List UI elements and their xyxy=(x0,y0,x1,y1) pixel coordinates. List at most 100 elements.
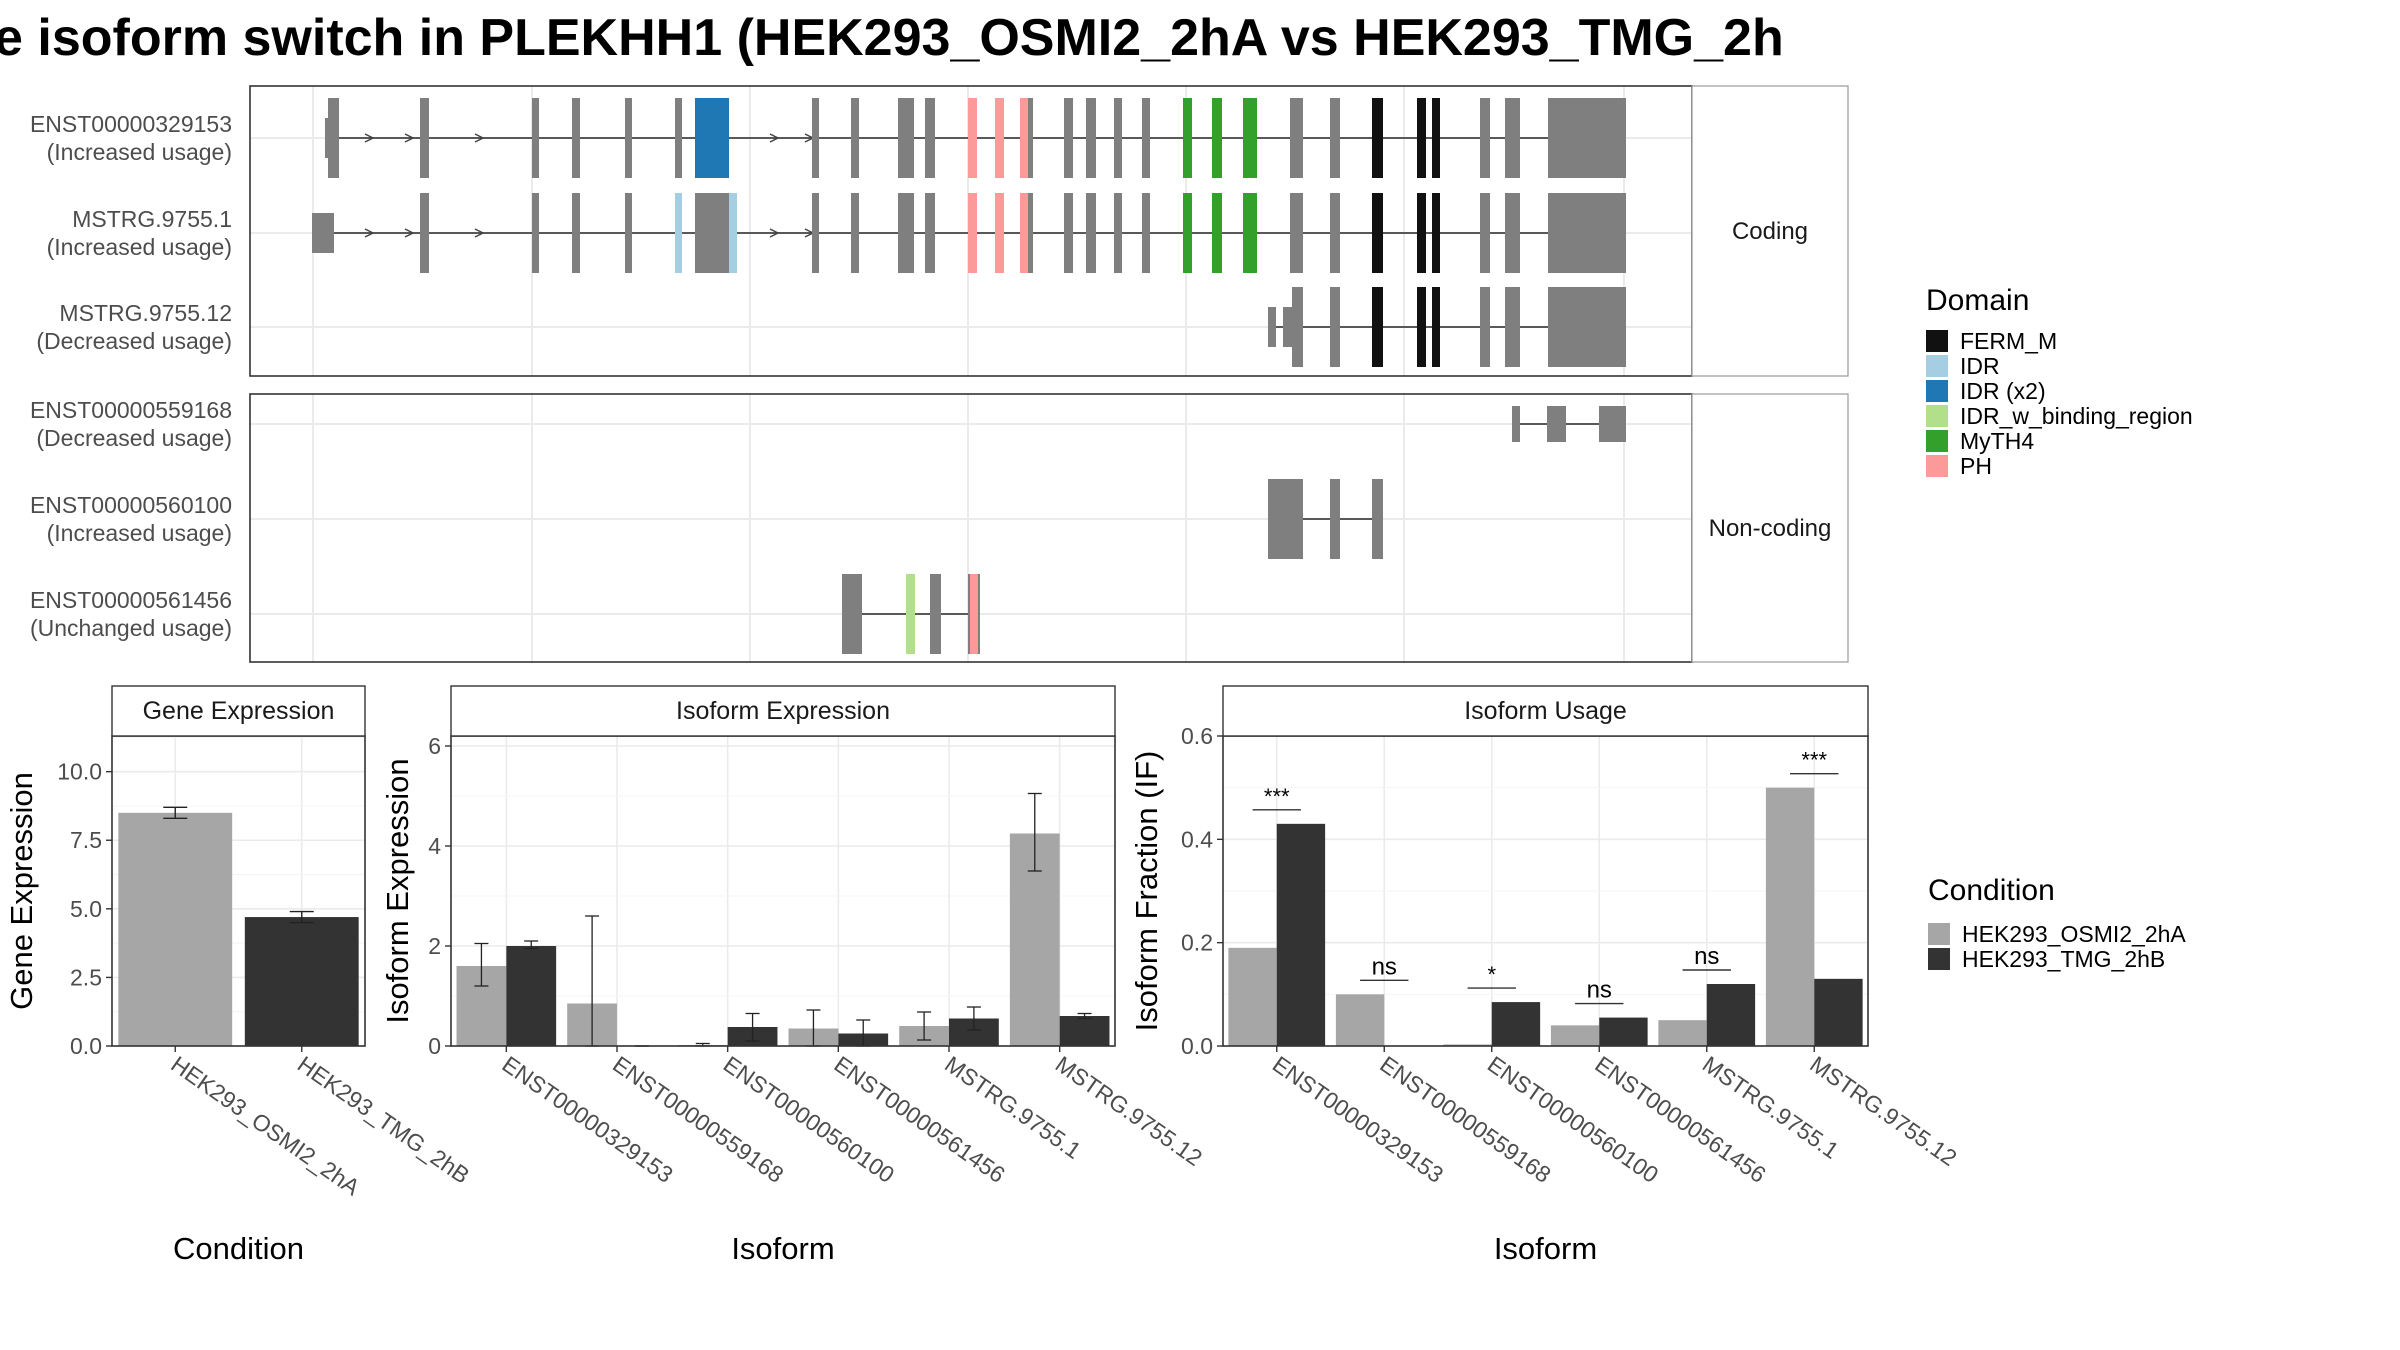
protein-domain xyxy=(675,193,682,273)
coding-exon xyxy=(930,574,941,654)
bar xyxy=(244,917,359,1046)
coding-exon xyxy=(532,98,539,178)
chart-title: Isoform Usage xyxy=(1464,697,1627,725)
protein-domain xyxy=(1432,98,1440,178)
bar xyxy=(1765,787,1815,1046)
y-tick-label: 7.5 xyxy=(70,827,102,853)
coding-exon xyxy=(842,574,862,654)
protein-domain xyxy=(995,98,1004,178)
domain-legend-key xyxy=(1926,355,1948,377)
facet-strip-label: Coding xyxy=(1732,218,1808,245)
y-tick-label: 6 xyxy=(428,733,441,759)
isoform-usage-label: (Decreased usage) xyxy=(36,425,232,451)
utr-exon xyxy=(312,213,334,253)
domain-legend-label: IDR_w_binding_region xyxy=(1960,403,2193,429)
coding-exon xyxy=(898,98,914,178)
coding-exon xyxy=(625,98,632,178)
protein-domain xyxy=(1372,287,1383,367)
coding-exon xyxy=(1142,193,1150,273)
coding-exon xyxy=(1505,98,1520,178)
transcript xyxy=(312,193,1626,273)
protein-domain xyxy=(1020,193,1028,273)
bar xyxy=(1706,984,1756,1046)
coding-exon xyxy=(898,193,914,273)
protein-domain xyxy=(1432,193,1440,273)
isoform-label: ENST00000561456 xyxy=(30,587,232,613)
protein-domain xyxy=(968,193,977,273)
strand-arrow xyxy=(364,133,375,143)
protein-domain xyxy=(1212,193,1222,273)
bar xyxy=(1276,823,1326,1046)
y-tick-label: 0.4 xyxy=(1181,826,1213,852)
strand-arrow xyxy=(769,133,780,143)
isoform-label: ENST00000559168 xyxy=(30,397,232,423)
coding-exon xyxy=(1480,98,1490,178)
y-tick-label: 0.0 xyxy=(1181,1033,1213,1059)
coding-exon xyxy=(851,193,859,273)
strand-arrow xyxy=(404,133,415,143)
domain-legend-key xyxy=(1926,405,1948,427)
coding-exon xyxy=(675,98,682,178)
isoform-usage-label: (Increased usage) xyxy=(47,520,232,546)
transcript xyxy=(325,98,1626,178)
domain-legend-key xyxy=(1926,380,1948,402)
plot-title: e isoform switch in PLEKHH1 (HEK293_OSMI… xyxy=(0,9,1784,67)
x-axis-title: Isoform xyxy=(731,1231,834,1266)
protein-domain xyxy=(995,193,1004,273)
isoform-label: ENST00000329153 xyxy=(30,111,232,137)
transcript xyxy=(842,574,980,654)
strand-arrow xyxy=(364,228,375,238)
protein-domain xyxy=(695,98,729,178)
coding-exon xyxy=(1599,406,1626,442)
bar xyxy=(1550,1025,1600,1046)
y-tick-label: 2 xyxy=(428,933,441,959)
domain-legend-key xyxy=(1926,330,1948,352)
isoform-label: ENST00000560100 xyxy=(30,492,232,518)
coding-exon xyxy=(1548,98,1626,178)
protein-domain xyxy=(1417,287,1426,367)
protein-domain xyxy=(1183,98,1192,178)
strand-arrow xyxy=(769,228,780,238)
domain-legend-label: IDR (x2) xyxy=(1960,378,2046,404)
isoform-label: MSTRG.9755.1 xyxy=(72,206,232,232)
bar xyxy=(1599,1017,1648,1046)
coding-exon xyxy=(1142,98,1150,178)
coding-exon xyxy=(812,193,819,273)
bar xyxy=(1814,978,1863,1046)
coding-exon xyxy=(1290,98,1303,178)
domain-legend-title: Domain xyxy=(1926,284,2029,317)
domain-legend-label: IDR xyxy=(1960,353,2000,379)
coding-exon xyxy=(1480,193,1490,273)
significance-label: ns xyxy=(1587,977,1612,1004)
coding-exon xyxy=(532,193,539,273)
utr-exon xyxy=(1283,307,1292,347)
coding-exon xyxy=(1372,479,1383,559)
transcript xyxy=(1268,287,1626,367)
isoform-label: MSTRG.9755.12 xyxy=(59,300,232,326)
bar xyxy=(1228,947,1277,1046)
coding-exon xyxy=(695,193,729,273)
coding-exon xyxy=(572,98,580,178)
condition-legend-label: HEK293_TMG_2hB xyxy=(1962,946,2165,972)
y-tick-label: 10.0 xyxy=(57,759,102,785)
coding-exon xyxy=(1547,406,1566,442)
condition-legend-key xyxy=(1928,948,1950,970)
domain-legend-label: MyTH4 xyxy=(1960,428,2034,454)
bar xyxy=(1335,994,1385,1046)
coding-exon xyxy=(1548,287,1626,367)
facet-strip-label: Non-coding xyxy=(1709,515,1832,542)
strand-arrow xyxy=(474,228,485,238)
facet-strip xyxy=(1691,393,1849,663)
condition-legend-label: HEK293_OSMI2_2hA xyxy=(1962,921,2186,947)
significance-label: *** xyxy=(1264,784,1290,809)
transcript xyxy=(1268,479,1383,559)
coding-exon xyxy=(925,98,935,178)
coding-exon xyxy=(625,193,632,273)
coding-exon xyxy=(1114,193,1122,273)
coding-exon xyxy=(1505,287,1520,367)
protein-domain xyxy=(1243,193,1257,273)
coding-exon xyxy=(925,193,935,273)
protein-domain xyxy=(968,98,977,178)
